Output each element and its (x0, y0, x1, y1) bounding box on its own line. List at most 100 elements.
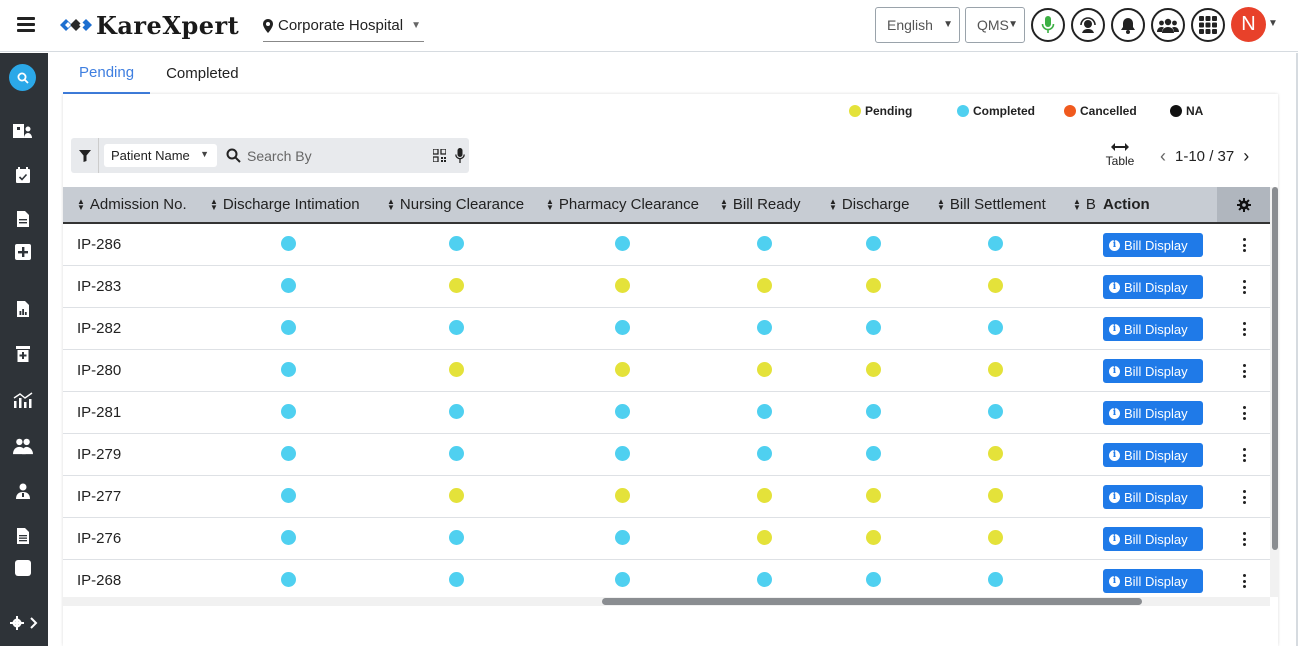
sidebar-item-analytics[interactable] (13, 391, 33, 409)
bill-display-button[interactable]: i Bill Display (1103, 275, 1203, 299)
row-menu-icon[interactable] (1239, 236, 1249, 254)
apps-button[interactable] (1191, 8, 1225, 42)
pharmacy-clearance-status-dot-icon (615, 236, 630, 251)
admission-no-cell: IP-282 (77, 320, 122, 337)
info-icon: i (1109, 533, 1120, 545)
info-icon: i (1109, 365, 1120, 377)
column-settings-button[interactable] (1217, 187, 1270, 222)
karexpert-logo[interactable]: KareXpert (58, 10, 239, 40)
col-label: Discharge (841, 196, 910, 213)
col-pharmacy-clearance[interactable]: ▲ ▼ Pharmacy Clearance (546, 187, 699, 222)
support-button[interactable] (1071, 8, 1105, 42)
bill-ready-status-dot-icon (757, 320, 772, 335)
bill-display-button[interactable]: i Bill Display (1103, 317, 1203, 341)
admission-no-cell: IP-268 (77, 572, 122, 589)
row-menu-icon[interactable] (1239, 404, 1249, 422)
bill-display-button[interactable]: i Bill Display (1103, 443, 1203, 467)
chevron-down-icon: ▼ (943, 19, 953, 30)
sidebar-item-blank[interactable] (13, 559, 33, 577)
tab-bar: Pending Completed (63, 53, 255, 94)
horizontal-scroll-thumb[interactable] (602, 598, 1142, 605)
notifications-button[interactable] (1111, 8, 1145, 42)
table-row[interactable]: IP-283 i Bill Display (63, 266, 1270, 308)
info-icon: i (1109, 575, 1120, 587)
sidebar-search-button[interactable] (9, 64, 36, 91)
table-row[interactable]: IP-268 i Bill Display (63, 560, 1270, 597)
voice-button[interactable] (1031, 8, 1065, 42)
col-truncated[interactable]: ▲ ▼ B (1073, 187, 1097, 222)
sidebar-item-documents[interactable] (13, 210, 33, 228)
menu-icon[interactable] (17, 17, 35, 33)
row-menu-icon[interactable] (1239, 320, 1249, 338)
language-select[interactable]: English ▼ (875, 7, 960, 43)
bill-display-button[interactable]: i Bill Display (1103, 401, 1203, 425)
next-page-icon[interactable]: › (1243, 146, 1250, 166)
info-icon: i (1109, 449, 1120, 461)
row-menu-icon[interactable] (1239, 572, 1249, 590)
bill-settlement-status-dot-icon (988, 488, 1003, 503)
col-admission-no[interactable]: ▲ ▼ Admission No. (77, 187, 187, 222)
sidebar-item-appointments[interactable] (13, 166, 33, 184)
qms-label: QMS (977, 17, 1009, 33)
filter-button[interactable] (71, 138, 99, 173)
pharmacy-clearance-status-dot-icon (615, 278, 630, 293)
sidebar-item-patients[interactable] (13, 121, 33, 139)
bell-icon (1121, 17, 1135, 34)
col-bill-settlement[interactable]: ▲ ▼ Bill Settlement (937, 187, 1046, 222)
sidebar-item-notes[interactable] (13, 527, 33, 545)
sidebar-item-staff[interactable] (13, 437, 33, 455)
tab-completed[interactable]: Completed (166, 65, 239, 82)
row-menu-icon[interactable] (1239, 446, 1249, 464)
search-input[interactable] (247, 144, 427, 168)
bill-display-button[interactable]: i Bill Display (1103, 233, 1203, 257)
chevron-down-icon[interactable]: ▼ (1268, 18, 1278, 29)
bill-display-button[interactable]: i Bill Display (1103, 485, 1203, 509)
col-discharge[interactable]: ▲ ▼ Discharge (829, 187, 909, 222)
chart-line-icon (13, 392, 33, 408)
users-button[interactable] (1151, 8, 1185, 42)
qms-select[interactable]: QMS ▼ (965, 7, 1025, 43)
bill-display-button[interactable]: i Bill Display (1103, 359, 1203, 383)
square-icon (15, 560, 31, 576)
legend-label: NA (1186, 104, 1204, 118)
table-row[interactable]: IP-286 i Bill Display (63, 224, 1270, 266)
view-toggle[interactable]: Table (1103, 140, 1137, 168)
bill-ready-status-dot-icon (757, 362, 772, 377)
table-row[interactable]: IP-277 i Bill Display (63, 476, 1270, 518)
tab-pending[interactable]: Pending (63, 53, 151, 94)
sidebar-item-reports[interactable] (13, 300, 33, 318)
calendar-check-icon (16, 167, 30, 183)
vertical-scroll-thumb[interactable] (1272, 187, 1278, 550)
qr-code-icon[interactable] (433, 149, 446, 162)
nursing-clearance-status-dot-icon (449, 446, 464, 461)
table-row[interactable]: IP-282 i Bill Display (63, 308, 1270, 350)
table-row[interactable]: IP-279 i Bill Display (63, 434, 1270, 476)
col-nursing-clearance[interactable]: ▲ ▼ Nursing Clearance (387, 187, 524, 222)
row-menu-icon[interactable] (1239, 362, 1249, 380)
sidebar-item-pharmacy[interactable] (13, 345, 33, 363)
legend-cancelled: Cancelled (1064, 104, 1137, 118)
row-menu-icon[interactable] (1239, 488, 1249, 506)
sidebar-item-add[interactable] (13, 243, 33, 261)
col-bill-ready[interactable]: ▲ ▼ Bill Ready (720, 187, 800, 222)
microphone-icon[interactable] (455, 148, 465, 163)
row-menu-icon[interactable] (1239, 530, 1249, 548)
row-menu-icon[interactable] (1239, 278, 1249, 296)
col-discharge-intimation[interactable]: ▲ ▼ Discharge Intimation (210, 187, 360, 222)
legend-na: NA (1170, 104, 1203, 118)
user-avatar[interactable]: N (1231, 7, 1266, 42)
bill-settlement-status-dot-icon (988, 320, 1003, 335)
table-row[interactable]: IP-281 i Bill Display (63, 392, 1270, 434)
search-field-select[interactable]: Patient Name ▼ (104, 144, 217, 167)
prev-page-icon[interactable]: ‹ (1160, 146, 1166, 166)
bill-display-label: Bill Display (1124, 447, 1188, 463)
bill-display-button[interactable]: i Bill Display (1103, 527, 1203, 551)
sidebar-item-doctor[interactable] (13, 482, 33, 500)
info-icon: i (1109, 323, 1120, 335)
discharge-status-dot-icon (866, 572, 881, 587)
bill-display-button[interactable]: i Bill Display (1103, 569, 1203, 593)
table-row[interactable]: IP-276 i Bill Display (63, 518, 1270, 560)
location-selector[interactable]: Corporate Hospital ▼ (263, 10, 424, 42)
sidebar-settings[interactable] (0, 600, 48, 646)
table-row[interactable]: IP-280 i Bill Display (63, 350, 1270, 392)
